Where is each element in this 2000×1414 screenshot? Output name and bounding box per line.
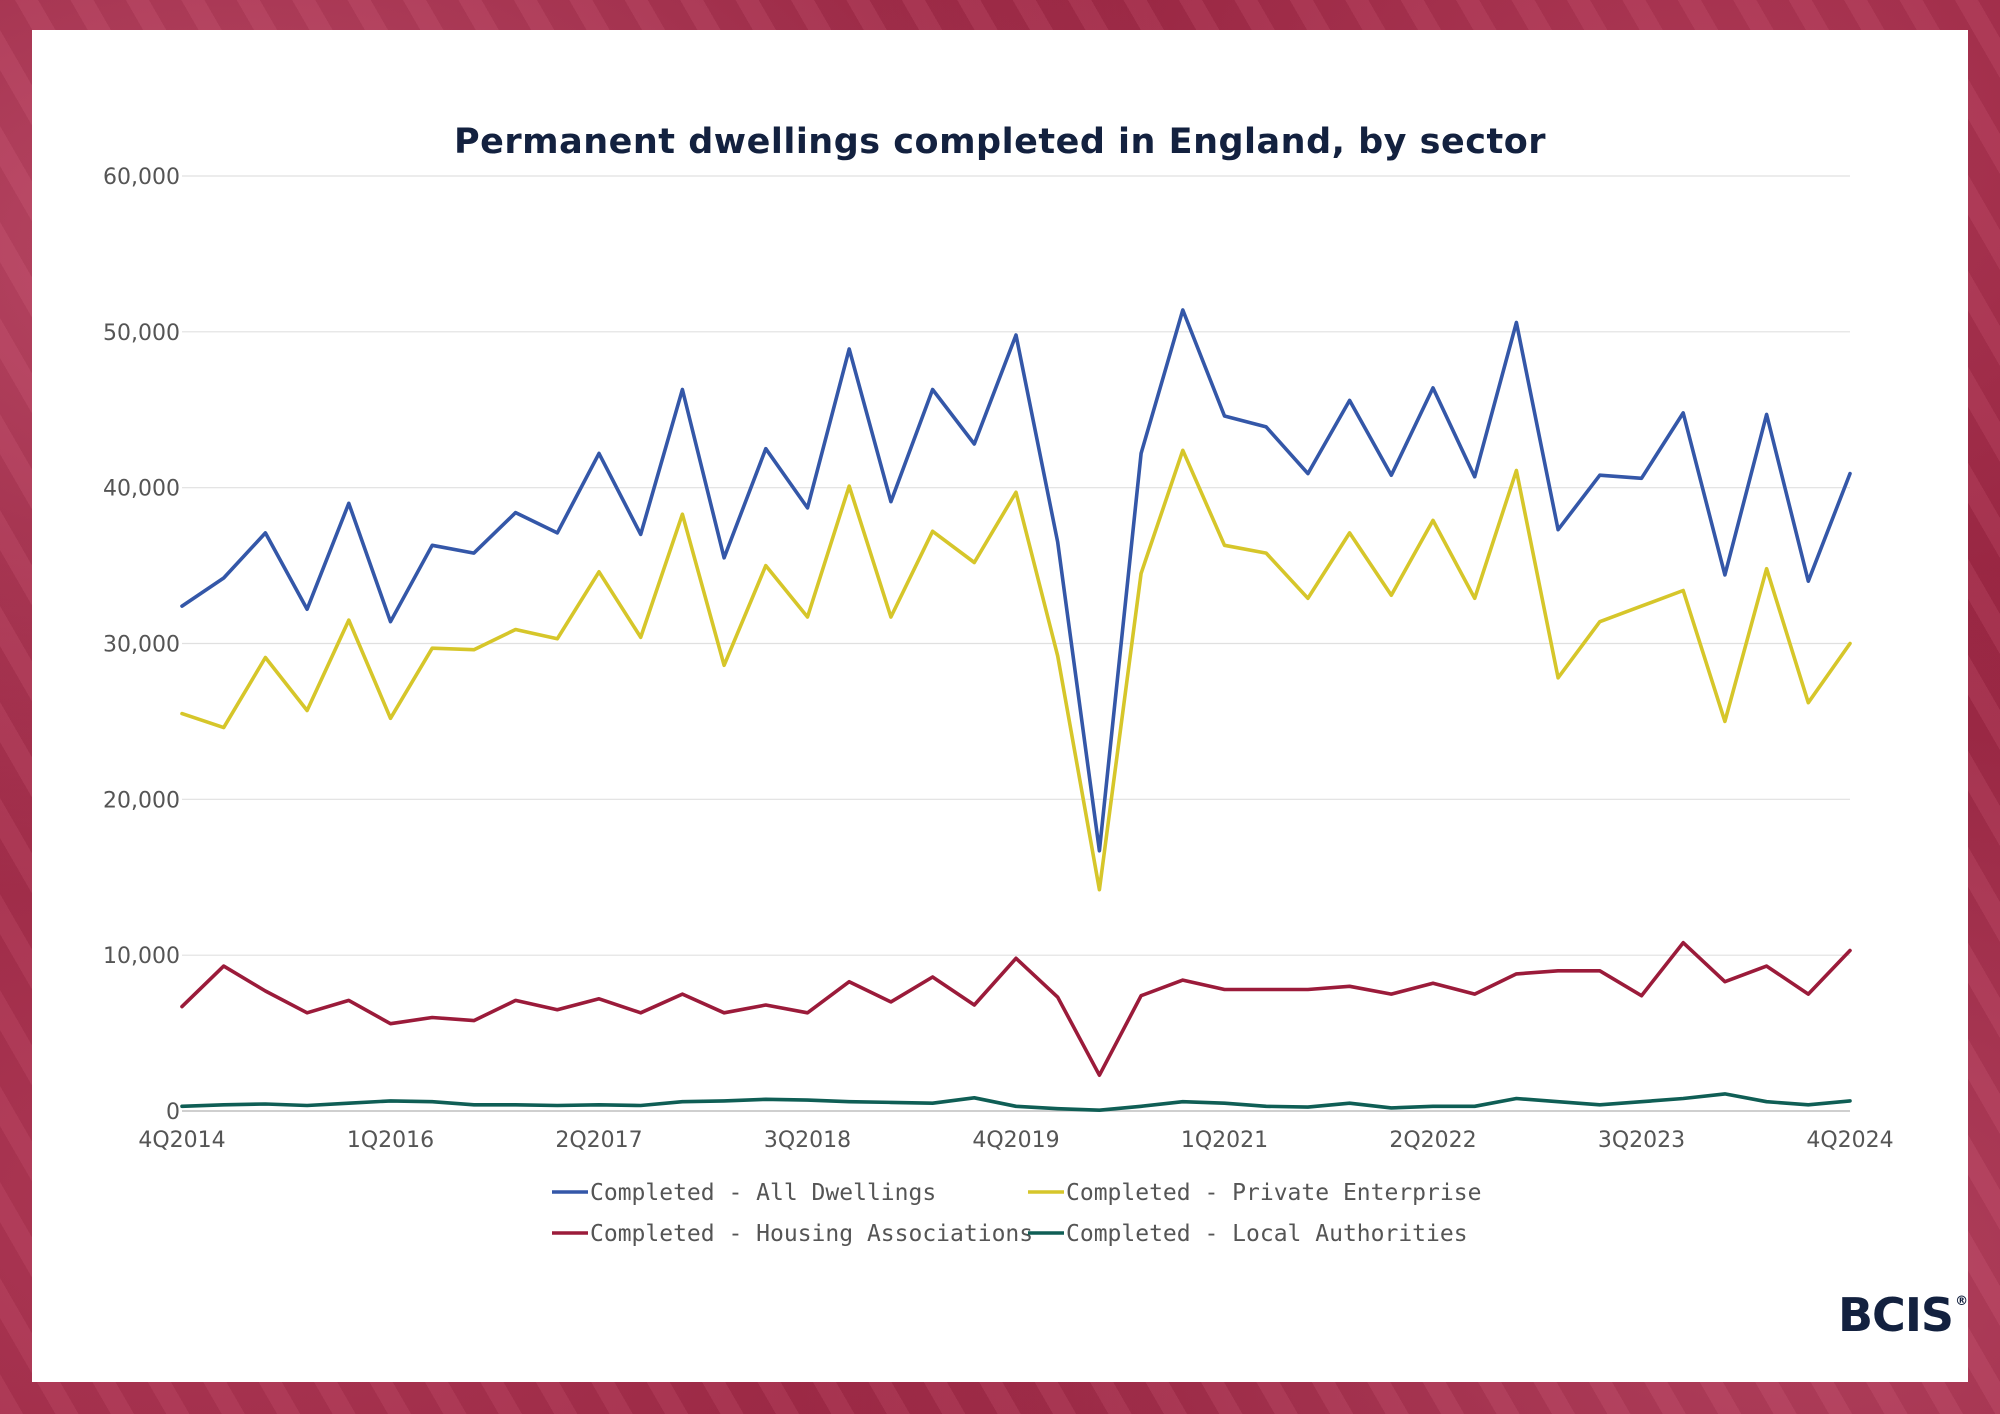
bcis-logo: BCIS ® [1838, 1288, 1968, 1342]
chart-title: Permanent dwellings completed in England… [453, 122, 1547, 162]
y-tick-label: 0 [166, 1100, 180, 1125]
x-tick-label: 4Q2014 [138, 1128, 225, 1153]
y-tick-label: 50,000 [103, 321, 180, 346]
x-tick-label: 3Q2023 [1598, 1128, 1685, 1153]
registered-mark: ® [1955, 1294, 1968, 1309]
x-tick-label: 4Q2024 [1806, 1128, 1893, 1153]
legend-label: Completed - Local Authorities [1066, 1221, 1468, 1247]
logo-text: BCIS [1838, 1288, 1954, 1342]
series-line-1 [180, 308, 1852, 853]
line-chart: 0 10,000 20,000 30,000 40,000 50,000 60,000 4Q2… [103, 165, 1894, 1247]
x-tick-label: 4Q2019 [972, 1128, 1059, 1153]
series-line-2 [180, 448, 1852, 892]
legend-label: Completed - All Dwellings [590, 1180, 936, 1206]
series-line-4 [180, 1092, 1852, 1112]
y-tick-label: 60,000 [103, 165, 180, 190]
chart-card: Permanent dwellings completed in England… [32, 30, 1968, 1382]
legend-label: Completed - Housing Associations [590, 1221, 1033, 1247]
y-tick-label: 10,000 [103, 944, 180, 969]
legend-label: Completed - Private Enterprise [1066, 1180, 1481, 1206]
x-tick-label: 1Q2021 [1181, 1128, 1268, 1153]
x-tick-label: 3Q2018 [764, 1128, 851, 1153]
series-line-3 [180, 940, 1852, 1077]
x-tick-label: 2Q2022 [1389, 1128, 1476, 1153]
y-tick-label: 40,000 [103, 477, 180, 502]
y-tick-label: 20,000 [103, 788, 180, 813]
x-tick-label: 1Q2016 [347, 1128, 434, 1153]
x-tick-label: 2Q2017 [555, 1128, 642, 1153]
y-tick-label: 30,000 [103, 633, 180, 658]
